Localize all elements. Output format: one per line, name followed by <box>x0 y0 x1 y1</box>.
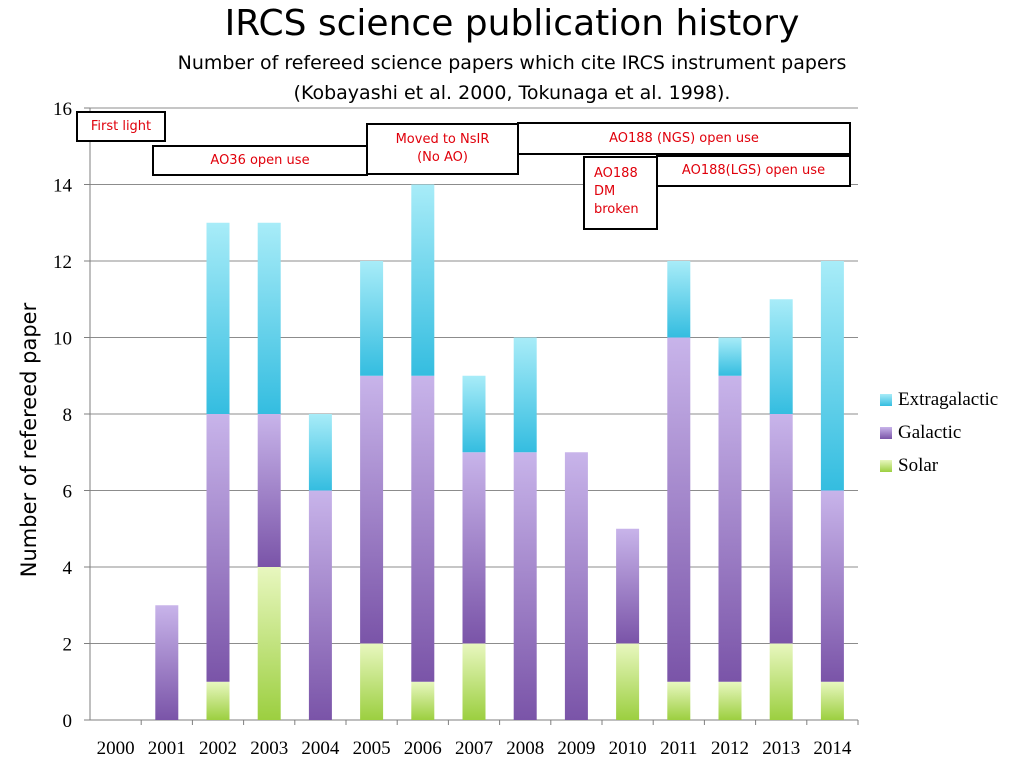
bar-galactic <box>360 375 384 644</box>
bar-extragalactic <box>462 375 486 453</box>
x-tick-label: 2005 <box>353 738 391 759</box>
bar-solar <box>206 681 230 720</box>
bar-solar <box>360 643 384 720</box>
y-tick-label: 10 <box>53 329 72 350</box>
annotation-first-light-text: First light <box>90 119 152 134</box>
bar-galactic <box>769 414 793 644</box>
legend-swatch-solar <box>880 459 892 472</box>
bar-extragalactic <box>718 337 742 376</box>
y-tick-label: 16 <box>53 99 72 120</box>
x-tick-label: 2013 <box>762 738 800 759</box>
bar-galactic <box>462 452 486 644</box>
legend-label-galactic: Galactic <box>898 421 962 443</box>
x-tick-label: 2014 <box>813 738 852 759</box>
bar-extragalactic <box>820 261 844 491</box>
bar-extragalactic <box>308 414 332 491</box>
bar-galactic <box>257 414 281 567</box>
legend-item-extragalactic: Extragalactic <box>880 383 998 416</box>
bar-solar <box>257 567 281 720</box>
annotation-ao188-lgs-text: AO188(LGS) open use <box>681 163 826 178</box>
x-tick-label: 2000 <box>97 738 135 759</box>
x-tick-label: 2010 <box>609 738 647 759</box>
annotation-nsir-text: Moved to NsIR (No AO) <box>395 132 490 165</box>
bar-extragalactic <box>667 261 691 338</box>
x-tick-label: 2007 <box>455 738 493 759</box>
y-tick-label: 14 <box>53 176 73 197</box>
bar-solar <box>462 643 486 720</box>
legend-label-solar: Solar <box>898 454 939 476</box>
y-tick-label: 12 <box>53 252 72 273</box>
bar-galactic <box>718 375 742 682</box>
x-tick-label: 2011 <box>660 738 697 759</box>
chart-title: IRCS science publication history <box>224 3 800 44</box>
annotation-ao36: AO36 open use <box>152 145 368 176</box>
bar-galactic <box>155 605 179 720</box>
bar-solar <box>769 643 793 720</box>
y-tick-label: 0 <box>63 711 73 732</box>
y-tick-label: 2 <box>63 635 73 656</box>
x-tick-label: 2012 <box>711 738 749 759</box>
legend-item-solar: Solar <box>880 449 998 482</box>
bar-galactic <box>206 414 230 682</box>
annotation-ao36-text: AO36 open use <box>210 153 310 168</box>
legend-item-galactic: Galactic <box>880 416 998 449</box>
x-tick-labels: 2000 2001 2002 2003 2004 2005 2006 2007 2008 2009… <box>97 738 852 759</box>
bar-galactic <box>411 375 435 682</box>
x-tick-label: 2004 <box>301 738 340 759</box>
bar-galactic <box>513 452 537 720</box>
annotation-ao188-dm: AO188 DM broken <box>583 156 658 230</box>
bar-galactic <box>616 528 640 644</box>
annotation-nsir: Moved to NsIR (No AO) <box>366 123 519 175</box>
y-tick-label: 4 <box>63 558 73 579</box>
x-tick-label: 2008 <box>506 738 544 759</box>
annotation-ao188-lgs: AO188(LGS) open use <box>656 155 851 187</box>
y-axis-label: Number of refereed paper <box>17 302 41 577</box>
annotation-ao188-dm-text: AO188 DM broken <box>594 166 639 217</box>
bar-galactic <box>308 490 332 720</box>
bar-galactic <box>820 490 844 682</box>
bar-extragalactic <box>206 222 230 414</box>
bar-solar <box>718 681 742 720</box>
legend-swatch-extragalactic <box>880 393 892 406</box>
bar-extragalactic <box>769 299 793 414</box>
bar-extragalactic <box>513 337 537 453</box>
x-tick-label: 2002 <box>199 738 237 759</box>
x-tick-label: 2001 <box>148 738 186 759</box>
bar-extragalactic <box>411 184 435 376</box>
legend-swatch-galactic <box>880 426 892 439</box>
annotation-ao188-ngs-text: AO188 (NGS) open use <box>609 131 759 146</box>
bar-galactic <box>667 337 691 682</box>
y-tick-labels: 0 2 4 6 8 10 12 14 16 <box>53 99 73 732</box>
bar-solar <box>820 681 844 720</box>
bars <box>155 184 844 720</box>
bar-galactic <box>564 452 588 720</box>
x-tick-label: 2003 <box>250 738 288 759</box>
legend-label-extragalactic: Extragalactic <box>898 388 999 410</box>
chart-subtitle-line2: (Kobayashi et al. 2000, Tokunaga et al. … <box>293 82 731 104</box>
x-tick-label: 2006 <box>404 738 442 759</box>
bar-extragalactic <box>257 222 281 414</box>
y-tick-label: 6 <box>63 482 73 503</box>
chart-subtitle-line1: Number of refereed science papers which … <box>177 52 847 74</box>
y-tick-label: 8 <box>63 405 73 426</box>
x-tick-label: 2009 <box>557 738 595 759</box>
annotation-first-light: First light <box>76 111 166 142</box>
bar-extragalactic <box>360 261 384 376</box>
annotation-ao188-ngs: AO188 (NGS) open use <box>517 122 851 155</box>
bar-solar <box>667 681 691 720</box>
bar-solar <box>411 681 435 720</box>
legend: Extragalactic Galactic Solar <box>880 383 998 482</box>
bar-solar <box>616 643 640 720</box>
